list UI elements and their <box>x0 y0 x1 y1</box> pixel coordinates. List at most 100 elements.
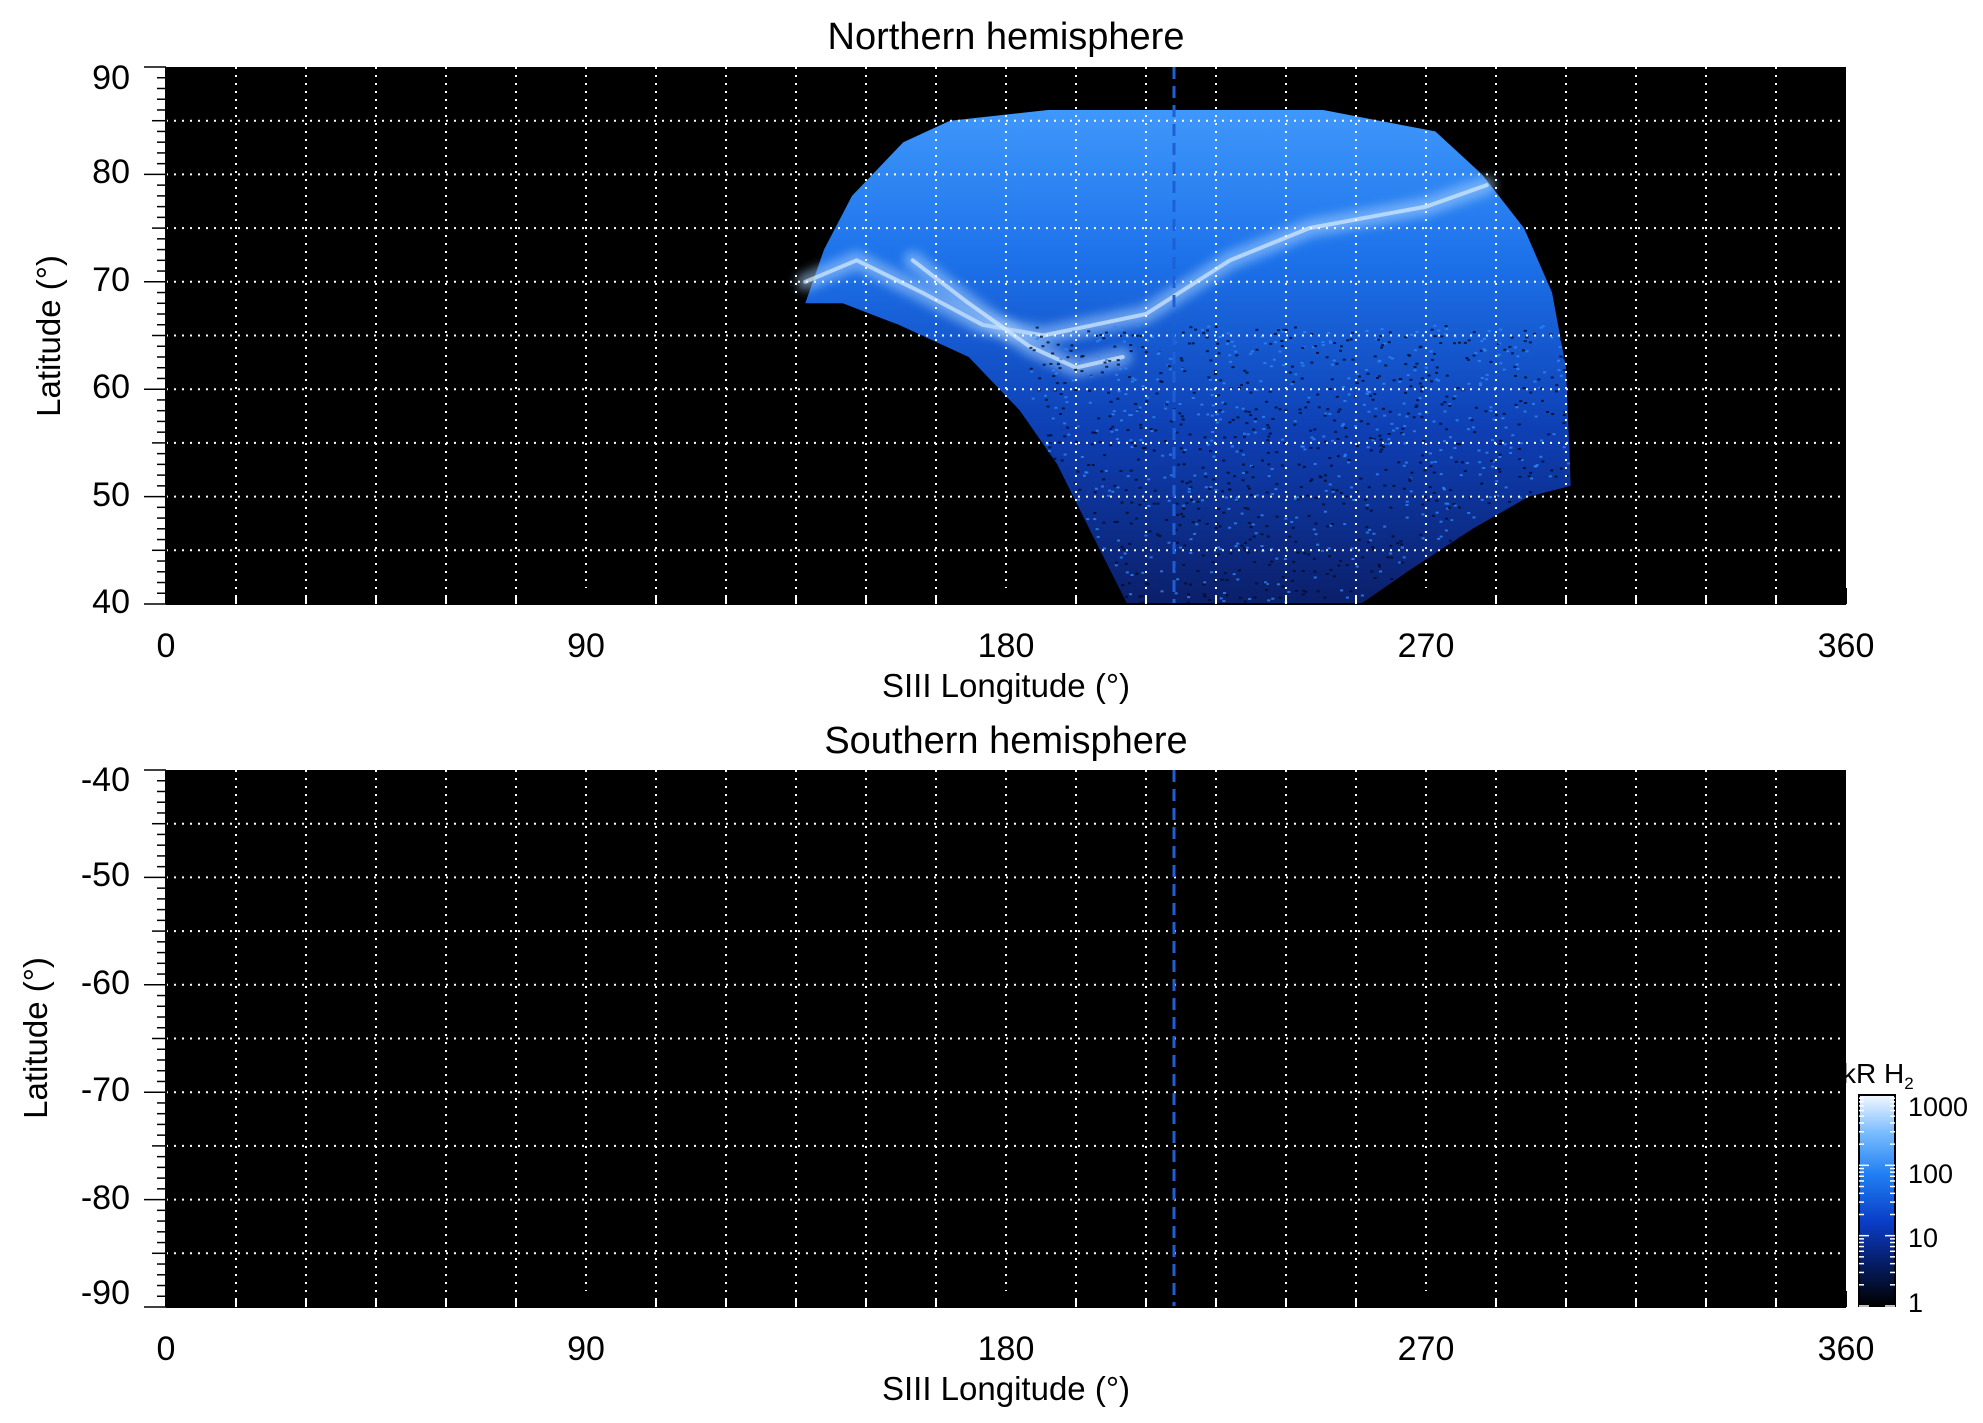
north-speckle <box>1432 420 1436 423</box>
north-speckle <box>1223 436 1227 439</box>
north-speckle <box>1229 552 1233 555</box>
north-speckle <box>1104 469 1108 472</box>
north-speckle <box>1128 376 1132 379</box>
north-speckle <box>1278 350 1282 353</box>
north-speckle <box>1147 505 1151 507</box>
south-axes <box>144 769 1847 1308</box>
north-speckle <box>1539 387 1543 390</box>
north-speckle <box>1398 561 1402 564</box>
north-speckle <box>1032 334 1036 337</box>
north-y-tick-labels: 40 50 60 70 80 90 <box>92 59 130 621</box>
north-speckle <box>1035 338 1039 340</box>
north-speckle <box>1382 382 1386 385</box>
north-speckle <box>1361 556 1365 559</box>
north-speckle <box>1246 433 1250 436</box>
north-speckle <box>1384 468 1388 471</box>
north-speckle <box>1065 401 1069 404</box>
north-speckle <box>1368 391 1371 393</box>
north-speckle <box>1150 430 1154 433</box>
north-speckle <box>1224 496 1228 499</box>
north-speckle <box>1351 358 1355 361</box>
north-speckle <box>1054 406 1058 409</box>
north-speckle <box>1397 413 1401 416</box>
colorbar-label: kR H2 <box>1842 1058 1914 1093</box>
north-speckle <box>1387 341 1391 344</box>
north-speckle <box>1495 480 1499 483</box>
north-speckle <box>1307 514 1311 517</box>
north-speckle <box>1514 346 1517 349</box>
north-speckle <box>1035 326 1039 329</box>
north-speckle <box>1164 407 1168 410</box>
north-speckle <box>1255 328 1259 331</box>
north-speckle <box>1498 443 1502 445</box>
north-speckle <box>1374 407 1378 410</box>
north-speckle <box>1459 474 1463 477</box>
north-speckle <box>1263 362 1267 365</box>
north-speckle <box>1329 524 1333 527</box>
north-speckle <box>1267 426 1271 429</box>
north-speckle <box>1198 448 1202 451</box>
north-speckle <box>1270 468 1274 470</box>
north-y-tick-80: 80 <box>92 153 130 191</box>
north-speckle <box>1290 520 1294 523</box>
north-speckle <box>1205 336 1209 339</box>
north-speckle <box>1116 486 1120 489</box>
north-speckle <box>1108 489 1111 492</box>
north-x-tick-90: 90 <box>567 627 605 665</box>
north-speckle <box>1161 454 1165 457</box>
north-speckle <box>1550 376 1554 379</box>
south-x-tick-270: 270 <box>1398 1330 1455 1368</box>
north-speckle <box>1241 407 1245 410</box>
north-speckle <box>1182 563 1186 566</box>
north-speckle <box>1209 450 1212 453</box>
north-speckle <box>1095 429 1099 432</box>
north-speckle <box>1316 351 1319 354</box>
north-speckle <box>1247 410 1251 413</box>
north-speckle <box>1114 564 1118 567</box>
north-speckle <box>1313 463 1317 465</box>
north-speckle <box>1252 535 1256 538</box>
north-speckle <box>1029 346 1033 349</box>
north-speckle <box>1271 597 1275 600</box>
north-speckle <box>1488 496 1492 499</box>
north-title: Northern hemisphere <box>828 16 1185 58</box>
north-speckle <box>1290 365 1294 368</box>
north-speckle <box>1266 424 1270 427</box>
north-speckle <box>1523 329 1527 332</box>
north-speckle <box>1120 501 1124 504</box>
north-speckle <box>1302 465 1306 468</box>
north-speckle <box>1342 502 1346 505</box>
north-speckle <box>1239 597 1243 600</box>
north-speckle <box>1097 417 1101 420</box>
north-speckle <box>1450 519 1454 522</box>
north-speckle <box>1063 453 1067 456</box>
north-speckle <box>1049 362 1053 365</box>
north-speckle <box>1316 543 1320 546</box>
north-speckle <box>1222 600 1226 603</box>
north-speckle <box>1479 349 1483 352</box>
north-speckle <box>1390 556 1393 559</box>
north-speckle <box>1107 494 1111 497</box>
north-speckle <box>1523 410 1527 413</box>
north-speckle <box>1234 499 1238 501</box>
north-speckle <box>1366 446 1370 449</box>
north-speckle <box>1210 571 1214 574</box>
north-speckle <box>1503 348 1507 351</box>
north-speckle <box>1219 548 1223 551</box>
north-speckle <box>1399 540 1403 543</box>
north-speckle <box>1280 464 1284 467</box>
north-speckle <box>1111 413 1115 416</box>
north-speckle <box>1562 414 1566 416</box>
north-speckle <box>1325 356 1329 359</box>
north-speckle <box>1304 590 1308 593</box>
north-speckle <box>1193 474 1197 477</box>
north-speckle <box>1405 500 1409 503</box>
north-speckle <box>1350 486 1353 489</box>
north-speckle <box>1337 564 1341 567</box>
north-speckle <box>1367 486 1371 489</box>
north-y-tick-60: 60 <box>92 368 130 406</box>
north-speckle <box>1223 402 1227 405</box>
north-speckle <box>1546 411 1549 413</box>
north-speckle <box>1179 447 1183 450</box>
north-speckle <box>1067 433 1071 436</box>
